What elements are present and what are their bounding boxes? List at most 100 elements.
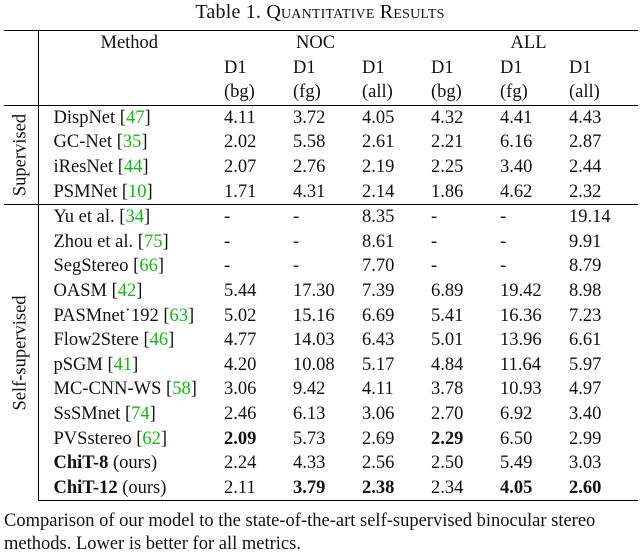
method-cell: Yu et al. [34]	[38, 204, 222, 230]
value-cell: -	[291, 204, 360, 230]
table-row: Flow2Stere [46] 4.77 14.03 6.43 5.01 13.96 6.6…	[4, 328, 638, 353]
method-name: iResNet	[53, 156, 114, 177]
citation-link[interactable]: 66	[139, 256, 158, 277]
citation-link[interactable]: 42	[117, 280, 137, 301]
citation-link[interactable]: 75	[143, 231, 163, 252]
value-cell: 7.70	[362, 256, 395, 277]
citation-link[interactable]: 62	[142, 428, 161, 449]
table-row: SsSMnet [74] 2.46 6.13 3.06 2.70 6.92 3.40	[4, 402, 638, 427]
subheader-bg: (bg)	[224, 82, 255, 103]
value-cell: 5.44	[224, 280, 257, 301]
method-cell: Zhou et al. [75]	[53, 231, 169, 252]
value-cell: 3.06	[224, 379, 257, 400]
value-cell: 2.76	[293, 156, 326, 177]
value-cell: 2.19	[362, 156, 395, 177]
citation-link[interactable]: 41	[113, 354, 133, 375]
table-row: MC-CNN-WS [58] 3.06 9.42 4.11 3.78 10.93 4.97	[4, 377, 638, 402]
value-cell: 19.14	[567, 204, 639, 230]
citation-link[interactable]: 35	[122, 132, 142, 153]
value-cell: 4.77	[224, 330, 257, 351]
method-name: Flow2Stere	[53, 330, 139, 351]
value-cell: 9.91	[569, 231, 602, 252]
value-cell: 2.38	[360, 475, 429, 502]
method-name: GC-Net	[53, 132, 113, 153]
value-cell: 2.44	[569, 156, 602, 177]
value-cell: 11.64	[500, 354, 541, 375]
value-cell: 1.71	[224, 181, 257, 202]
table-caption-label: Table 1.	[195, 1, 262, 23]
citation-link[interactable]: 34	[125, 207, 144, 228]
table-caption: Table 1. Quantitative Results	[0, 0, 640, 24]
value-cell: 19.42	[500, 280, 542, 301]
table-row: PVSstereo [62] 2.09 5.73 2.69 2.29 6.50 2.99	[4, 427, 638, 452]
method-name: PSMNet	[53, 181, 118, 202]
header-row-3: (bg) (fg) (all) (bg) (fg) (all)	[4, 80, 638, 106]
value-cell: 10.08	[293, 354, 335, 375]
table-row: iResNet [44] 2.07 2.76 2.19 2.25 3.40 2.44	[4, 155, 638, 180]
value-cell: 5.97	[569, 354, 602, 375]
subheader-fg: (fg)	[293, 82, 321, 103]
value-cell: 6.89	[431, 280, 464, 301]
results-table: Method NOC ALL D1 D1 D1 D1 D1 D1 (bg) (f…	[4, 29, 639, 502]
value-cell: 2.50	[431, 453, 464, 474]
value-cell: 2.70	[431, 403, 464, 424]
method-cell: ChiT-12 (ours)	[38, 475, 222, 502]
value-cell: 4.11	[222, 104, 291, 131]
table-row: ChiT-12 (ours) 2.11 3.79 2.38 2.34 4.05 2.60	[4, 475, 639, 502]
value-cell: -	[224, 256, 231, 277]
all-header: ALL	[429, 29, 639, 56]
subheader-all: (all)	[362, 82, 393, 103]
value-cell: 5.02	[224, 305, 257, 326]
value-cell: -	[293, 231, 300, 252]
value-cell: 7.39	[362, 280, 395, 301]
value-cell: 2.07	[224, 156, 257, 177]
table-caption-title: Quantitative Results	[266, 1, 445, 23]
value-cell: -	[431, 231, 438, 252]
value-cell: 2.29	[431, 428, 464, 449]
citation-link[interactable]: 44	[123, 156, 143, 177]
table-row: GC-Net [35] 2.02 5.58 2.61 2.21 6.16 2.87	[4, 130, 638, 155]
value-cell: 4.84	[431, 354, 464, 375]
value-cell: 5.58	[293, 132, 326, 153]
citation-link[interactable]: 46	[149, 330, 169, 351]
citation-link[interactable]: 63	[169, 305, 189, 326]
value-cell: 3.79	[291, 475, 360, 502]
value-cell: 4.05	[360, 104, 429, 131]
value-cell: 4.41	[498, 104, 567, 131]
value-cell: 3.40	[569, 403, 602, 424]
value-cell: 5.17	[362, 354, 395, 375]
method-name: MC-CNN-WS	[53, 379, 162, 400]
metric-header: D1	[500, 57, 523, 78]
table-row: pSGM [41] 4.20 10.08 5.17 4.84 11.64 5.97	[4, 353, 638, 378]
value-cell: -	[500, 231, 507, 252]
method-header: Method	[38, 29, 222, 56]
value-cell: 6.50	[500, 428, 533, 449]
method-name: Zhou et al.	[53, 231, 134, 252]
value-cell: 4.33	[293, 453, 326, 474]
value-cell: 7.23	[569, 305, 602, 326]
value-cell: 6.13	[293, 403, 326, 424]
citation-link[interactable]: 58	[172, 379, 191, 400]
method-suffix: (ours)	[112, 453, 158, 474]
noc-header: NOC	[222, 29, 429, 56]
citation-link[interactable]: 47	[125, 107, 145, 128]
value-cell: 2.61	[362, 132, 395, 153]
method-cell: iResNet [44]	[53, 156, 149, 177]
method-cell: OASM [42]	[53, 280, 143, 301]
table-footnote: Comparison of our model to the state-of-…	[4, 511, 596, 554]
method-cell: pSGM [41]	[53, 354, 139, 375]
metric-header: D1	[569, 57, 592, 78]
method-cell: Flow2Stere [46]	[53, 330, 175, 351]
value-cell: 6.43	[362, 330, 395, 351]
value-cell: 8.61	[362, 231, 395, 252]
citation-link[interactable]: 74	[131, 403, 150, 424]
subheader-fg: (fg)	[500, 82, 528, 103]
method-name: ChiT-8	[53, 453, 109, 474]
value-cell: 16.36	[500, 305, 542, 326]
value-cell: 9.42	[293, 379, 326, 400]
citation-link[interactable]: 10	[128, 181, 147, 202]
metric-header: D1	[362, 57, 385, 78]
value-cell: -	[498, 204, 567, 230]
value-cell: 2.32	[569, 181, 602, 202]
